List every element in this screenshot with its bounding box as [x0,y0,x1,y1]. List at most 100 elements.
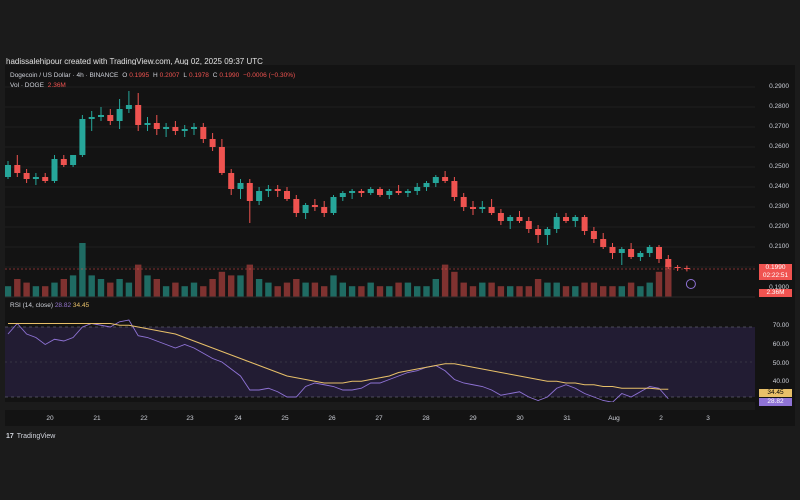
candle-body [284,191,290,199]
volume-bar [404,282,412,297]
candle-body [442,177,449,181]
volume-bar [5,286,12,297]
candle-body [507,217,514,221]
candle-body [367,189,374,193]
volume-label[interactable]: Vol · DOGE [10,82,44,89]
candle-body [163,127,170,129]
chart-panel[interactable] [5,65,755,402]
candle-body [618,249,625,253]
candle-body [116,109,123,121]
volume-bar [79,243,86,297]
volume-bar [153,279,160,297]
volume-bar [190,282,198,297]
volume-bar [562,286,570,297]
volume-bar [581,282,588,297]
change-value: −0.0006 (−0.30%) [243,72,296,79]
rsi-tick: 50.00 [772,360,789,367]
time-tick: 30 [516,415,524,422]
volume-bar [367,282,374,297]
rsi-label[interactable]: RSI (14, close) [10,302,53,309]
price-tick: 0.2600 [769,143,789,150]
candle-body [646,247,653,253]
candle-body [553,217,560,229]
candle-body [32,177,39,179]
candle-body [339,193,346,197]
volume-bar [441,264,449,297]
volume-bar [200,286,207,297]
candle-body [191,127,197,129]
candle-body [432,177,439,183]
volume-bar [125,282,133,297]
price-tick: 0.1900 [769,284,789,291]
volume-bar [42,286,49,297]
time-tick: 29 [469,415,477,422]
time-tick: 28 [422,415,430,422]
rsi-ma-tag: 34.45 [759,389,792,397]
volume-bar [135,264,142,297]
volume-bar [14,279,21,297]
last-price-tag: 0.1990 02:22:51 [759,264,792,280]
volume-bar [274,286,281,297]
price-axis[interactable] [755,65,795,410]
volume-bar [618,286,625,297]
candle-body [135,105,142,125]
volume-bar [432,279,439,297]
volume-bar [293,279,300,297]
candle-body [544,229,551,235]
candle-body [256,191,263,201]
time-tick: 21 [93,415,101,422]
rsi-line [7,319,669,402]
volume-bar [655,271,663,297]
volume-bar [321,286,328,297]
candle-body [460,197,467,207]
volume-bar [376,286,384,297]
volume-bar [460,282,467,297]
candle-body [5,165,11,177]
candle-body [683,268,690,269]
volume-bar [88,275,95,297]
candle-body [358,191,365,193]
candle-body [265,189,272,191]
volume-bar [265,282,272,297]
volume-bar [116,279,123,297]
time-tick: 25 [281,415,289,422]
volume-bar [51,282,58,297]
volume-bar [339,282,346,297]
candle-body [88,117,95,119]
volume-bar [69,275,77,297]
price-chart[interactable] [5,65,755,402]
candle-body [609,247,616,253]
candle-body [656,247,662,259]
price-tick: 0.2800 [769,103,789,110]
candle-body [200,127,207,139]
candle-body [386,191,393,195]
candle-body [563,217,569,221]
candle-body [321,207,328,213]
symbol-name[interactable]: Dogecoin / US Dollar · 4h · BINANCE [10,72,119,79]
volume-bar [23,282,30,297]
candle-body [377,189,383,195]
time-axis[interactable] [5,410,795,426]
tradingview-brand[interactable]: 17 TradingView [6,433,55,440]
candle-body [14,165,21,173]
price-tick: 0.2700 [769,123,789,130]
volume-bar [534,279,542,297]
rsi-tag: 28.82 [759,398,792,406]
volume-bar [507,286,514,297]
bar-countdown: 02:22:51 [762,272,789,279]
volume-bar [665,264,672,297]
volume-bar [32,286,40,297]
candle-body [79,119,86,155]
volume-bar [162,286,170,297]
volume-bar [60,279,67,297]
candle-body [274,189,281,191]
candle-body [330,197,337,213]
volume-bar [423,286,430,297]
candle-body [60,159,67,165]
volume-bar [107,282,114,297]
volume-bar [609,286,616,297]
candle-body [349,191,356,193]
time-tick: 3 [706,415,710,422]
volume-bar [469,286,477,297]
candle-body [674,267,681,268]
